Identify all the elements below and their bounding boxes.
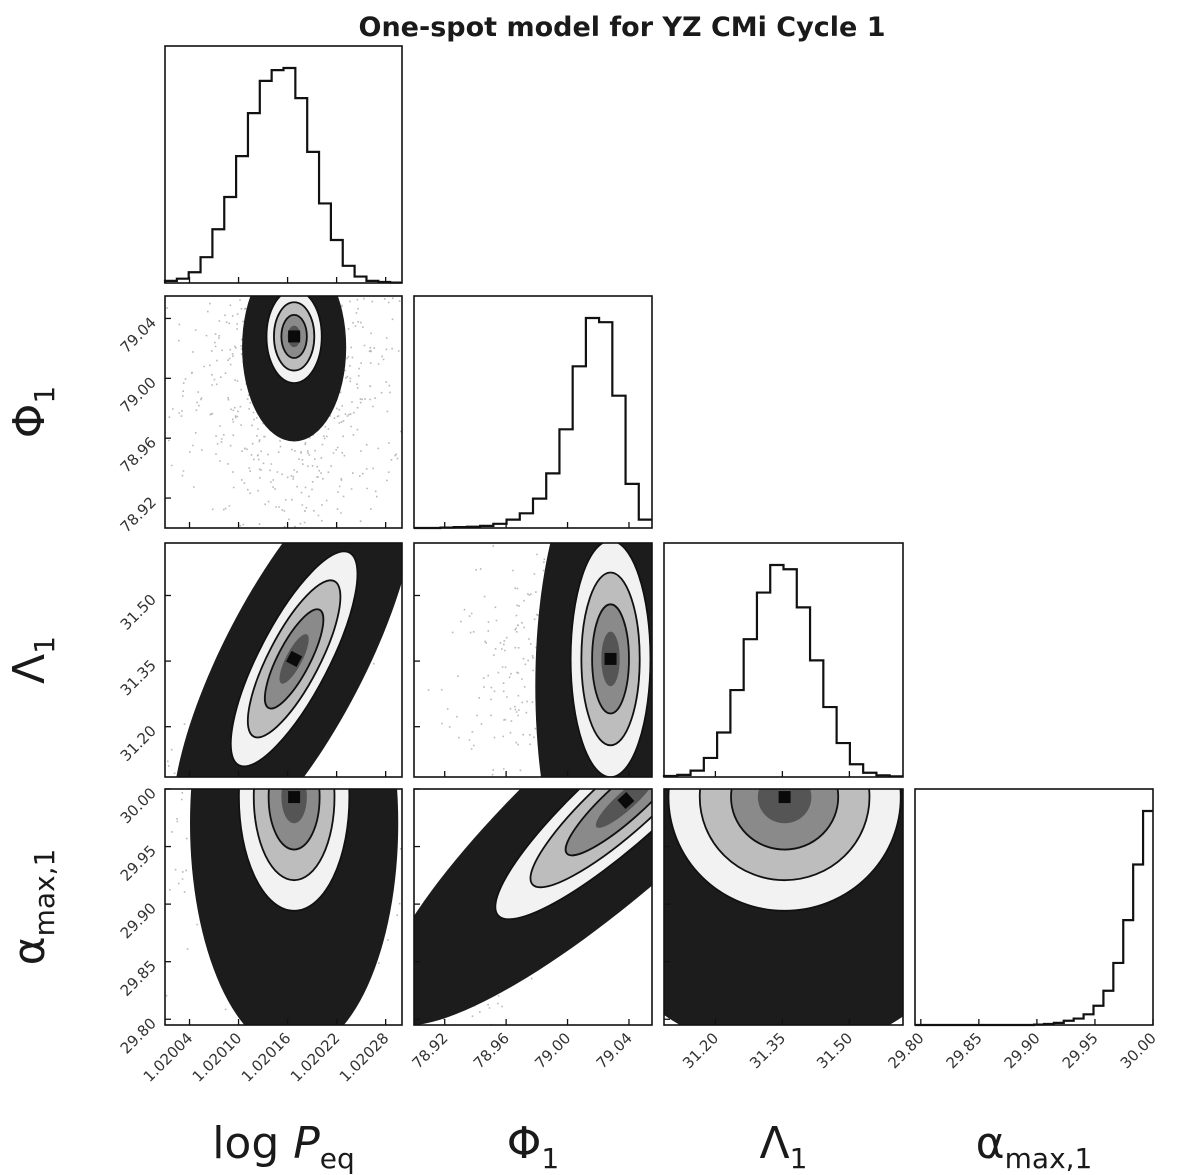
contour-line-2 [263,608,325,710]
density-core [172,543,402,777]
density-core [664,789,903,1025]
x-tick-label-lambda-1: 31.35 [746,1029,789,1072]
hist-frame-logP [164,45,403,284]
hist-panel-lambda [662,542,904,778]
density-frame [164,542,403,778]
x-tick-label-lambda-0: 31.20 [679,1029,722,1072]
histogram-lambda [662,563,903,778]
histogram-phi [414,316,652,530]
x-tick-label-alpha-1: 29.85 [943,1029,986,1072]
x-tick-label-lambda-2: 31.50 [813,1029,856,1072]
y-axis-label-phi: Φ1 [4,386,61,438]
density-panel-alpha-logP [164,788,403,1026]
contour-line-1 [580,571,641,747]
density-core [242,296,347,442]
density-core [535,543,652,777]
y-tick-label-lambda-1: 31.35 [117,656,160,699]
x-axis-label-lambda: Λ1 [760,1118,808,1175]
density-frame [663,788,904,1026]
contour-line-0 [229,550,359,768]
hist-frame-alpha [914,788,1154,1026]
density-peak [604,652,617,665]
contour-fill-3 [757,789,812,824]
density-frame [413,788,653,1026]
y-tick-label-alpha-1: 29.85 [117,957,160,1000]
y-tick-label-alpha-4: 30.00 [117,784,160,827]
contour-line-0 [494,789,652,921]
hist-panel-phi [413,295,653,530]
y-tick-label-lambda-2: 31.50 [117,591,160,634]
x-tick-label-logP-3: 1.02022 [287,1029,344,1086]
density-peak [288,791,301,804]
panels [163,45,1154,1027]
hist-frame-phi [413,295,653,529]
y-axis-label-lambda: Λ1 [4,636,61,684]
y-tick-label-alpha-3: 29.95 [117,842,160,885]
x-tick-label-alpha-3: 29.95 [1059,1029,1102,1072]
y-tick-label-phi-2: 79.00 [117,373,160,416]
density-panel-phi-logP [164,295,403,529]
density-panel-lambda-logP [164,542,403,778]
y-tick-label-phi-3: 79.04 [117,314,160,357]
histogram-alpha [915,809,1153,1027]
density-core [190,789,399,1025]
density-frame [164,788,403,1026]
x-tick-label-alpha-2: 29.90 [1001,1029,1044,1072]
x-tick-label-logP-2: 1.02016 [238,1029,295,1086]
contour-fill-3 [281,789,307,824]
x-tick-label-phi-0: 78.92 [408,1029,451,1072]
density-panel-lambda-phi [413,542,653,778]
x-tick-label-logP-4: 1.02028 [336,1029,393,1086]
y-axis-label-alpha: αmax,1 [4,849,61,966]
y-tick-label-alpha-2: 29.90 [117,899,160,942]
x-tick-label-phi-2: 79.00 [531,1029,574,1072]
density-peak [288,330,301,343]
density-core [414,789,652,1025]
contour-line-0 [667,789,902,912]
y-tick-label-phi-1: 78.96 [117,433,160,476]
hist-panel-logP [163,45,403,284]
contour-line-0 [237,789,351,912]
contour-line-1 [252,789,336,882]
histogram-logP [163,66,402,284]
contour-line-2 [280,313,308,359]
x-axis-label-phi: Φ1 [507,1118,559,1175]
hist-frame-lambda [663,542,904,778]
contour-line-2 [591,603,630,715]
hist-panel-alpha [914,788,1154,1027]
y-tick-label-lambda-0: 31.20 [117,722,160,765]
x-tick-label-alpha-0: 29.80 [885,1029,928,1072]
density-panel-alpha-phi [413,788,653,1026]
contour-line-2 [730,789,840,851]
density-peak [617,792,635,809]
density-peak [286,650,303,667]
contour-line-2 [564,789,652,857]
density-peak [778,791,791,804]
contour-line-1 [698,789,871,882]
x-tick-label-logP-1: 1.02010 [189,1029,246,1086]
y-tick-label-alpha-0: 29.80 [117,1014,160,1057]
x-axis-label-alpha: αmax,1 [976,1118,1093,1175]
y-tick-label-phi-0: 78.92 [117,493,160,536]
x-tick-label-phi-1: 78.96 [470,1029,513,1072]
x-axis-label-logP: log Peq [212,1118,355,1175]
x-tick-label-alpha-4: 30.00 [1117,1029,1160,1072]
contour-line-1 [273,301,316,372]
x-tick-label-phi-3: 79.04 [593,1029,636,1072]
contour-line-2 [267,789,321,851]
density-panel-alpha-lambda [663,788,904,1026]
contour-line-1 [529,789,652,889]
density-frame [413,542,653,778]
contour-line-1 [246,579,342,739]
contour-line-0 [265,296,323,384]
density-frame [164,295,403,529]
contour-line-0 [569,543,652,777]
chart-title: One-spot model for YZ CMi Cycle 1 [359,12,886,43]
axis-labels: log Peq Φ1 Λ1 αmax,1 Φ1 Λ1 αmax,1 [4,386,1092,1175]
